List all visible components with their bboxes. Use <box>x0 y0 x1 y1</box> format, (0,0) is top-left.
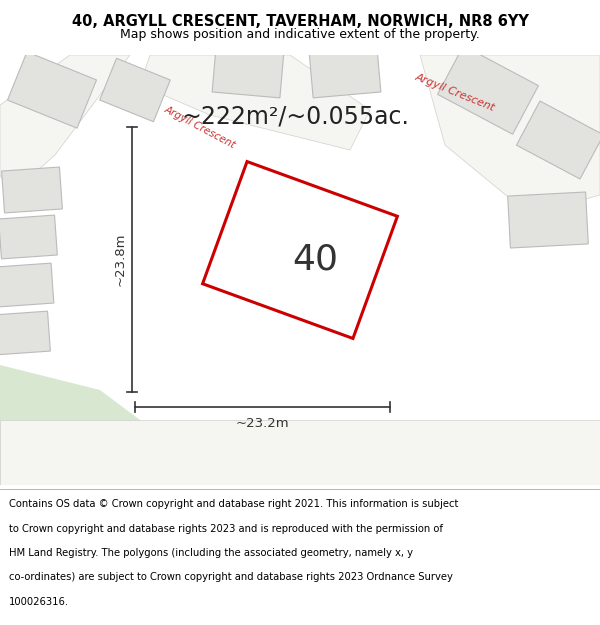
Text: 40: 40 <box>292 243 338 277</box>
Text: Argyll Crescent: Argyll Crescent <box>413 71 496 112</box>
Text: ~23.2m: ~23.2m <box>236 417 289 430</box>
Text: 40, ARGYLL CRESCENT, TAVERHAM, NORWICH, NR8 6YY: 40, ARGYLL CRESCENT, TAVERHAM, NORWICH, … <box>71 14 529 29</box>
Text: co-ordinates) are subject to Crown copyright and database rights 2023 Ordnance S: co-ordinates) are subject to Crown copyr… <box>9 572 453 582</box>
Polygon shape <box>212 46 284 98</box>
Text: ~23.8m: ~23.8m <box>113 232 127 286</box>
Polygon shape <box>140 55 370 150</box>
Polygon shape <box>2 167 62 213</box>
Polygon shape <box>0 311 50 355</box>
Text: Argyll Crescent: Argyll Crescent <box>163 104 238 150</box>
Text: Map shows position and indicative extent of the property.: Map shows position and indicative extent… <box>120 28 480 41</box>
Polygon shape <box>0 263 54 307</box>
Polygon shape <box>420 55 600 215</box>
Polygon shape <box>203 161 397 339</box>
Polygon shape <box>517 101 600 179</box>
Polygon shape <box>100 58 170 122</box>
Polygon shape <box>0 420 600 485</box>
Polygon shape <box>437 46 538 134</box>
Text: ~222m²/~0.055ac.: ~222m²/~0.055ac. <box>181 105 409 129</box>
Polygon shape <box>7 52 97 128</box>
Polygon shape <box>309 46 381 98</box>
Polygon shape <box>0 365 200 485</box>
Text: to Crown copyright and database rights 2023 and is reproduced with the permissio: to Crown copyright and database rights 2… <box>9 524 443 534</box>
Polygon shape <box>0 215 58 259</box>
Text: 100026316.: 100026316. <box>9 597 69 607</box>
Text: HM Land Registry. The polygons (including the associated geometry, namely x, y: HM Land Registry. The polygons (includin… <box>9 548 413 558</box>
Polygon shape <box>0 55 130 195</box>
Polygon shape <box>508 192 589 248</box>
Text: Contains OS data © Crown copyright and database right 2021. This information is : Contains OS data © Crown copyright and d… <box>9 499 458 509</box>
